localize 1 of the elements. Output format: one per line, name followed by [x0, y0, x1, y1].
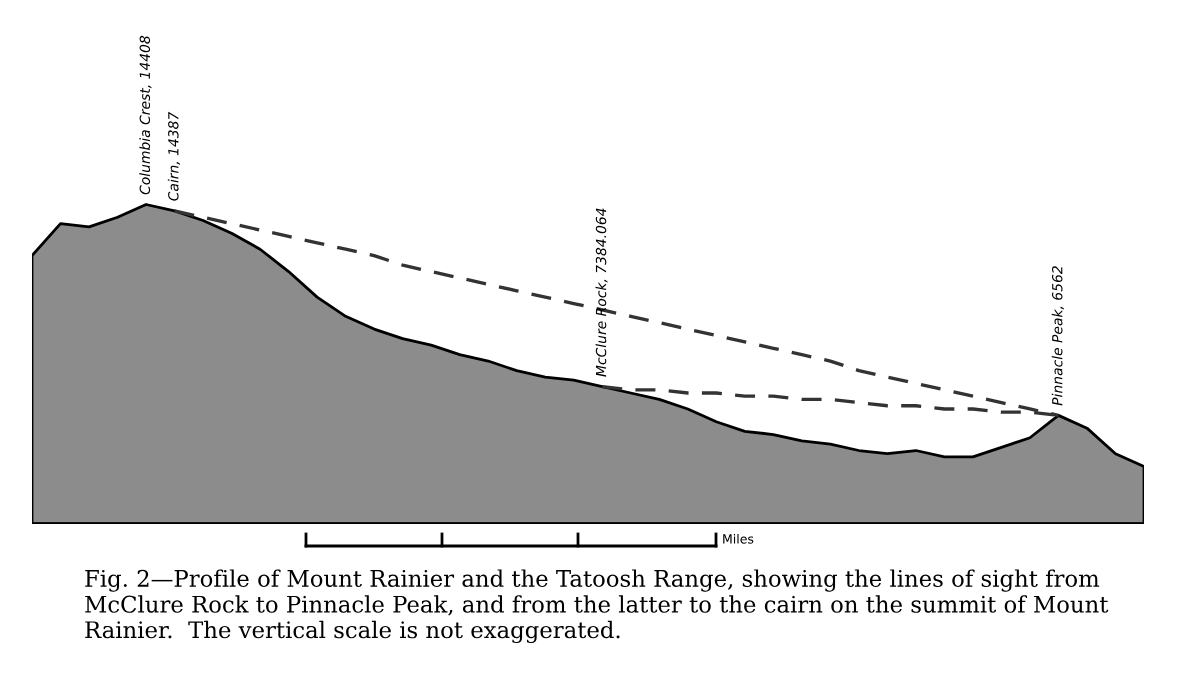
caption: Fig. 2—Profile of Mount Rainier and the Tatoosh Range, showing the lines of sight from McClure Rock to Pinnacle Peak, and from the latter to the cairn on the summit of Mount Rainier. The vertical scale is not exaggerated. — [85, 569, 1109, 644]
